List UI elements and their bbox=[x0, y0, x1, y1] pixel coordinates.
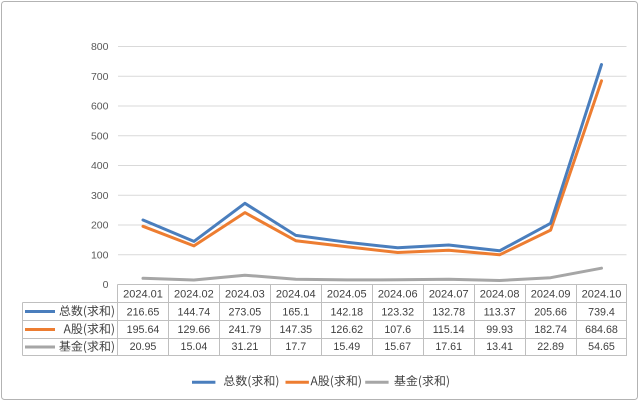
svg-text:17.7: 17.7 bbox=[285, 341, 306, 353]
svg-text:54.65: 54.65 bbox=[588, 341, 615, 353]
svg-text:500: 500 bbox=[91, 130, 109, 142]
svg-text:20.95: 20.95 bbox=[130, 341, 157, 353]
svg-text:17.61: 17.61 bbox=[435, 341, 462, 353]
svg-text:200: 200 bbox=[91, 220, 109, 232]
svg-text:115.14: 115.14 bbox=[433, 324, 465, 336]
svg-text:2024.10: 2024.10 bbox=[582, 288, 622, 300]
svg-text:147.35: 147.35 bbox=[279, 324, 312, 336]
svg-text:2024.09: 2024.09 bbox=[531, 288, 571, 300]
svg-text:126.62: 126.62 bbox=[330, 324, 363, 336]
svg-text:195.64: 195.64 bbox=[127, 324, 160, 336]
svg-text:165.1: 165.1 bbox=[282, 307, 309, 319]
svg-text:182.74: 182.74 bbox=[534, 324, 567, 336]
svg-text:273.05: 273.05 bbox=[229, 307, 262, 319]
svg-text:2024.03: 2024.03 bbox=[225, 288, 265, 300]
svg-text:2024.04: 2024.04 bbox=[276, 288, 316, 300]
svg-text:99.93: 99.93 bbox=[486, 324, 513, 336]
svg-text:123.32: 123.32 bbox=[381, 307, 414, 319]
svg-text:142.18: 142.18 bbox=[330, 307, 363, 319]
svg-text:2024.06: 2024.06 bbox=[378, 288, 418, 300]
svg-text:216.65: 216.65 bbox=[127, 307, 160, 319]
svg-text:113.37: 113.37 bbox=[484, 307, 516, 319]
svg-text:800: 800 bbox=[91, 41, 109, 53]
svg-text:13.41: 13.41 bbox=[486, 341, 513, 353]
svg-text:15.67: 15.67 bbox=[384, 341, 411, 353]
svg-text:205.66: 205.66 bbox=[534, 307, 567, 319]
svg-text:22.89: 22.89 bbox=[537, 341, 564, 353]
svg-text:132.78: 132.78 bbox=[432, 307, 465, 319]
svg-text:15.49: 15.49 bbox=[333, 341, 360, 353]
svg-text:600: 600 bbox=[91, 101, 109, 113]
svg-text:300: 300 bbox=[91, 190, 109, 202]
svg-text:144.74: 144.74 bbox=[178, 307, 211, 319]
svg-text:2024.05: 2024.05 bbox=[327, 288, 367, 300]
svg-text:700: 700 bbox=[91, 71, 109, 83]
svg-text:107.6: 107.6 bbox=[384, 324, 411, 336]
svg-text:684.68: 684.68 bbox=[585, 324, 618, 336]
svg-text:100: 100 bbox=[91, 249, 109, 261]
svg-text:2024.02: 2024.02 bbox=[174, 288, 214, 300]
svg-text:2024.08: 2024.08 bbox=[480, 288, 520, 300]
svg-text:241.79: 241.79 bbox=[229, 324, 262, 336]
svg-text:15.04: 15.04 bbox=[181, 341, 208, 353]
svg-text:2024.01: 2024.01 bbox=[123, 288, 163, 300]
svg-text:0: 0 bbox=[103, 279, 109, 291]
svg-text:400: 400 bbox=[91, 160, 109, 172]
svg-text:2024.07: 2024.07 bbox=[429, 288, 469, 300]
svg-text:739.4: 739.4 bbox=[588, 307, 615, 319]
svg-text:129.66: 129.66 bbox=[178, 324, 211, 336]
svg-text:31.21: 31.21 bbox=[232, 341, 259, 353]
